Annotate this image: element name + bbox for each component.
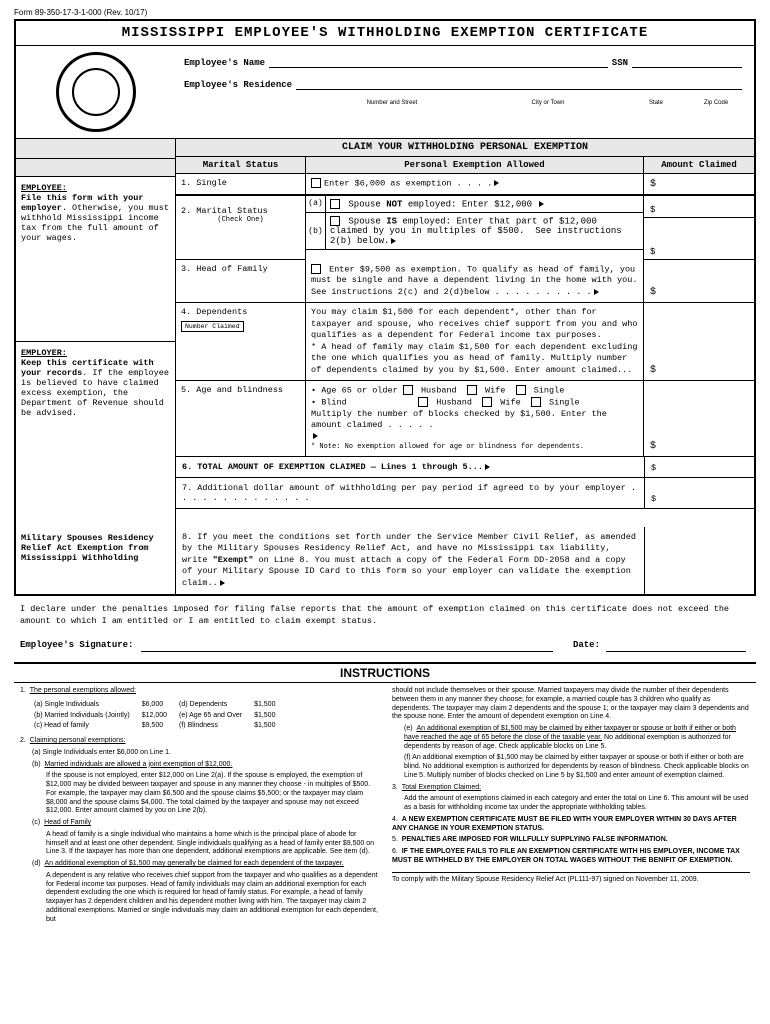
row4-amount[interactable] <box>644 303 754 380</box>
col-exemption-allowed: Personal Exemption Allowed <box>306 157 644 173</box>
instructions-body: 1. The personal exemptions allowed: (a) … <box>14 683 756 931</box>
row2-label: 2. Marital Status <box>181 206 300 216</box>
row1-text: Enter $6,000 as exemption . . . . <box>324 178 492 188</box>
row2a-checkbox[interactable] <box>330 199 340 209</box>
row2a-letter: (a) <box>306 196 326 212</box>
addr-zip-label: Zip Code <box>686 100 746 106</box>
row3-label: 3. Head of Family <box>176 260 306 303</box>
row6-amount[interactable] <box>644 457 754 477</box>
date-field[interactable] <box>606 640 746 652</box>
age-husband-checkbox[interactable] <box>403 385 413 395</box>
row2b-checkbox[interactable] <box>330 216 340 226</box>
dependents-count-box[interactable]: Number Claimed <box>181 321 244 332</box>
ssn-field[interactable] <box>632 56 742 68</box>
form-border: MISSISSIPPI EMPLOYEE'S WITHHOLDING EXEMP… <box>14 19 756 596</box>
employee-name-label: Employee's Name <box>184 58 265 68</box>
employee-instructions: File this form with your employer. Other… <box>21 193 170 243</box>
row7-amount[interactable] <box>644 478 754 508</box>
signature-field[interactable] <box>141 640 553 652</box>
residence-label: Employee's Residence <box>184 80 292 90</box>
blind-wife-checkbox[interactable] <box>482 397 492 407</box>
row2b-letter: (b) <box>306 213 326 249</box>
age-single-checkbox[interactable] <box>516 385 526 395</box>
addr-street-label: Number and Street <box>314 100 470 106</box>
employee-name-field[interactable] <box>269 56 608 68</box>
col-marital-status: Marital Status <box>176 157 306 173</box>
row3-checkbox[interactable] <box>311 264 321 274</box>
signature-label: Employee's Signature: <box>20 640 133 652</box>
row1-label: 1. Single <box>176 174 306 195</box>
row3-amount[interactable] <box>644 260 754 303</box>
blind-single-checkbox[interactable] <box>531 397 541 407</box>
row7-text: 7. Additional dollar amount of withholdi… <box>182 483 638 503</box>
military-heading: Military Spouses Residency Relief Act Ex… <box>16 527 176 594</box>
col-amount-claimed: Amount Claimed <box>644 157 754 173</box>
declaration-text: I declare under the penalties imposed fo… <box>14 596 756 636</box>
blind-husband-checkbox[interactable] <box>418 397 428 407</box>
row3-text: Enter $9,500 as exemption. To qualify as… <box>311 264 637 297</box>
employer-instructions: Keep this certificate with your records.… <box>21 358 170 418</box>
row5-text: Multiply the number of blocks checked by… <box>311 409 638 432</box>
row5-note: * Note: No exemption allowed for age or … <box>311 443 638 452</box>
addr-city-label: City or Town <box>470 100 626 106</box>
row2b-amount[interactable]: $ <box>644 218 754 260</box>
row8-text: 8. If you meet the conditions set forth … <box>176 527 644 594</box>
form-title: MISSISSIPPI EMPLOYEE'S WITHHOLDING EXEMP… <box>16 21 754 46</box>
row5-blind-label: • Blind <box>311 397 347 407</box>
state-seal <box>16 46 176 138</box>
row2a-amount[interactable]: $ <box>644 196 754 218</box>
single-checkbox[interactable] <box>311 178 321 188</box>
row4-label: 4. Dependents <box>181 307 300 317</box>
employee-heading: EMPLOYEE: <box>21 183 170 193</box>
ssn-label: SSN <box>612 58 628 68</box>
residence-field[interactable] <box>296 78 742 90</box>
age-wife-checkbox[interactable] <box>467 385 477 395</box>
row1-amount[interactable] <box>644 174 754 195</box>
employer-heading: EMPLOYER: <box>21 348 170 358</box>
instructions-header: INSTRUCTIONS <box>14 662 756 683</box>
date-label: Date: <box>573 640 600 652</box>
row6-text: 6. TOTAL AMOUNT OF EXEMPTION CLAIMED — L… <box>182 462 483 472</box>
row2-sublabel: (Check One) <box>181 216 300 224</box>
row4-text: You may claim $1,500 for each dependent*… <box>306 303 644 380</box>
form-number: Form 89-350-17-3-1-000 (Rev. 10/17) <box>14 8 756 17</box>
row5-amount[interactable] <box>644 381 754 456</box>
claim-header: CLAIM YOUR WITHHOLDING PERSONAL EXEMPTIO… <box>176 139 754 157</box>
addr-state-label: State <box>626 100 686 106</box>
row5-age-label: • Age 65 or older <box>311 385 398 395</box>
row5-label: 5. Age and blindness <box>176 381 306 456</box>
row2b-text: Spouse IS employed: Enter that part of $… <box>330 216 622 246</box>
